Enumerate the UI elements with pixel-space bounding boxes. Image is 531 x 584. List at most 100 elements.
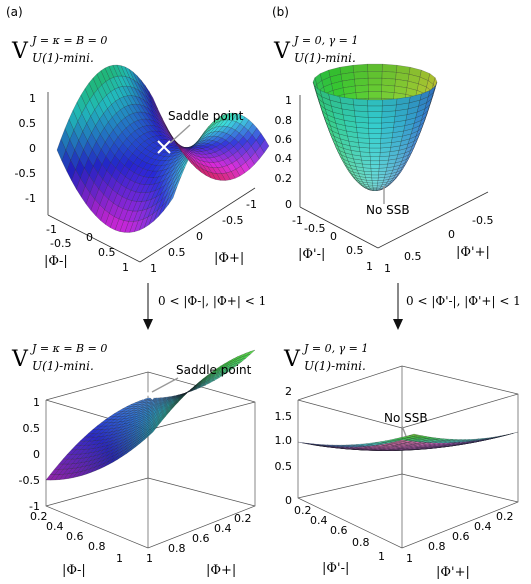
panel-b-subscript: U(1)-mini. [294,51,356,65]
surface-cell [368,64,383,71]
right-tick: 1 [384,262,391,275]
panel-d: V J = 0, γ = 1 U(1)-mini. 2 1.5 1.0 0.5 … [275,342,519,580]
panel-a-annotation: Saddle point [168,109,244,123]
panel-a-subscript: U(1)-mini. [32,51,94,65]
z-tick: 1.0 [275,434,293,447]
arrow-right: 0 < |Φ'-|, |Φ'+| < 1 [393,283,521,330]
z-tick: -1 [25,192,36,205]
right-tick: 1 [146,552,153,565]
left-tick: 0.8 [88,540,106,553]
surface-cell [373,187,377,189]
z-tick: -0.5 [19,474,40,487]
surface-cell [355,117,368,124]
panel-letter-a: (a) [6,5,23,19]
left-tick: 0.5 [346,244,364,257]
surface-cell [354,71,368,79]
surface-cell [382,111,396,118]
surface-cell [369,128,382,133]
z-tick: 0.5 [19,117,37,130]
z-tick: 0.6 [275,133,293,146]
surface-cell [371,165,380,169]
surface-cell [354,78,368,86]
panel-b-surface [313,64,437,191]
z-tick: 2 [285,385,292,398]
surface-cell [368,78,382,85]
z-tick: -0.5 [15,167,36,180]
panel-d-subscript: U(1)-mini. [304,359,366,373]
right-tick: 0.5 [168,246,186,259]
surface-cell [382,85,395,93]
left-tick: -0.5 [50,237,71,250]
panel-b-left-axis-label: |Φ'-| [298,247,325,262]
arrow-left-label: 0 < |Φ-|, |Φ+| < 1 [158,294,266,308]
surface-cell [382,117,395,124]
surface-cell [368,71,382,78]
right-tick: 0.6 [192,532,210,545]
panel-d-z-ticks: 2 1.5 1.0 0.5 0 [275,385,293,507]
surface-cell [359,143,370,148]
right-tick: 0.8 [168,542,186,555]
surface-cell [382,78,396,86]
z-tick: 0.2 [275,172,293,185]
right-tick: 1 [150,262,157,275]
surface-cell [369,139,381,144]
surface-cell [372,183,377,185]
z-tick: 1 [285,94,292,107]
surface-cell [382,71,396,79]
panel-c-left-axis-label: |Φ-| [62,563,86,578]
surface-cell [353,99,368,106]
surface-cell [370,148,381,153]
surface-cell [382,64,397,72]
panel-d-annotation: No SSB [384,411,428,425]
surface-cell [356,92,369,99]
panel-b-z-ticks: 1 0.8 0.6 0.4 0.2 0 [275,94,293,211]
panel-d-superscript: J = 0, γ = 1 [302,342,368,355]
right-tick: 0 [196,230,203,243]
panel-b-annotation: No SSB [366,203,410,217]
right-tick: 0.4 [214,522,232,535]
panel-c-annotation: Saddle point [176,363,252,377]
panel-letter-b: (b) [272,5,289,19]
panel-c-v-symbol: V [11,347,29,372]
surface-cell [354,111,368,118]
panel-a: (a) V J = κ = B = 0 U(1)-mini. 1 0.5 0 -… [6,5,269,275]
panel-c-annotation-pointer [152,378,178,392]
surface-cell [368,117,382,123]
z-tick: 0 [33,448,40,461]
surface-cell [370,157,380,161]
left-tick: 0 [330,230,337,243]
panel-a-annotation-pointer [170,125,190,143]
left-tick: 0.6 [330,524,348,537]
surface-cell [372,181,378,183]
left-tick: -1 [292,214,303,227]
panel-c-z-ticks: 1 0.5 0 -0.5 -1 [19,396,40,513]
left-tick: 1 [366,260,373,273]
right-tick: 1 [406,552,413,565]
panel-d-right-axis-label: |Φ'+| [436,565,470,580]
panel-a-right-axis-label: |Φ+| [214,251,244,266]
surface-cell [372,175,379,178]
panel-a-superscript: J = κ = B = 0 [30,34,107,47]
surface-cell [368,106,382,112]
panel-c: V J = κ = B = 0 U(1)-mini. 1 0.5 0 -0.5 … [11,342,255,578]
surface-cell [371,168,379,171]
left-tick: 0.8 [352,536,370,549]
surface-cell [380,143,391,148]
left-tick: -1 [46,223,57,236]
z-tick: 0.4 [275,152,293,165]
left-tick: 0.4 [46,520,64,533]
panel-d-surface [298,432,518,451]
panel-a-left-axis-label: |Φ-| [44,254,68,269]
panel-c-right-ticks: 0.2 0.4 0.6 0.8 1 [146,512,252,565]
surface-cell [355,85,368,93]
z-tick: 0 [285,198,292,211]
right-tick: -0.5 [472,214,493,227]
surface-cell [372,178,378,181]
right-tick: 0.2 [496,510,514,523]
right-tick: 0.6 [452,530,470,543]
left-tick: 0.5 [98,246,116,259]
surface-cell [370,161,379,165]
z-tick: 1 [33,396,40,409]
